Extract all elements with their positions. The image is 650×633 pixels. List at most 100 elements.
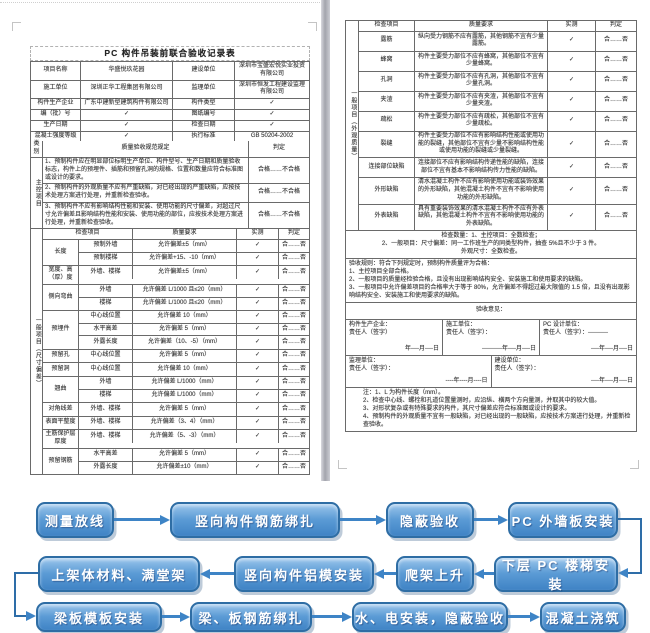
info-label: 检查日期 — [173, 120, 235, 131]
check-result: 合……否 — [281, 286, 306, 293]
arrow-left-icon — [200, 569, 210, 579]
check-group-label: 侧向弯曲 — [43, 284, 79, 311]
spec-item-row: 1、预制构件应在明显部位标明生产单位、构件型号、生产日期和质量验收标志，构件上的… — [43, 157, 309, 185]
signature-date: 年----月----日 — [405, 345, 439, 352]
rule-line: 3、一般项目中允许偏差项目的合格率大于等于 80%，允许偏差不得超过最大限值的 … — [349, 284, 630, 299]
check-measured: ✓ — [237, 363, 279, 377]
signature-person: 责任人（签字）： — [494, 366, 540, 373]
signature-org: 构件生产企业： — [349, 322, 392, 329]
check-measured: ✓ — [237, 323, 279, 336]
info-value: ✓ — [81, 131, 173, 142]
flow-step-climbing-frame: 爬架上升 — [396, 556, 474, 592]
flow-step-beam-slab-rebar: 梁、板钢筋绑扎 — [190, 602, 312, 632]
info-row: 混凝土强度等级 ✓ 执行标准 GB 50204-2002 — [31, 131, 309, 142]
defect-row: 外形缺陷 清水混凝土构件不应有影响使用功能或装饰效果的外形缺陷，其他混凝土构件不… — [359, 178, 636, 205]
defect-row: 连接部位缺陷 连接部位不应有影响结构传递性能的缺陷，连接部位不宜有基本不影响结构… — [359, 158, 636, 179]
signature-date: ----年----月----日 — [445, 377, 488, 384]
check-sub: 水平高差 — [79, 449, 133, 461]
flow-step-scaffold-materials: 上架体材料、满堂架 — [38, 556, 200, 592]
note-line: 2、检查中心线、螺栓和孔道位置量测时，应沿纵、横两个方向量测，并取其中的较大值。 — [363, 398, 601, 405]
check-group-rows: 水平高差 允许偏差 5（mm） ✓ 合……否 外露长度 允 — [79, 449, 309, 475]
check-group: 宽度、高（厚）度 外墙、楼梯 允许偏差±5（mm） ✓ 合……否 — [43, 266, 309, 285]
arrow-right-icon — [160, 515, 170, 525]
defect-req: 构件主要受力部位不应有孔洞，其他部位不宜有少量孔洞。 — [415, 71, 548, 91]
defect-row: 外表缺陷 具有重要装饰效果的清水混凝土构件不应有外表缺陷，其他混凝土构件不宜有不… — [359, 204, 636, 230]
check-sub: 外墙 — [79, 377, 133, 389]
check-sub: 预制外墙 — [79, 240, 133, 252]
check-measured: ✓ — [237, 284, 279, 297]
defect-item: 露筋 — [359, 31, 415, 51]
acceptance-rules-block: 验收规则：符合下列规定时，预制构件质量评为合格： 1、主控项目全部合格。 2、一般项… — [346, 259, 636, 304]
flow-step-hidden-acceptance: 隐蔽验收 — [386, 502, 474, 538]
signature-date: ----年----月----日 — [591, 377, 633, 384]
arrow-right-icon — [26, 611, 36, 621]
page2-table: 一般项目（外观质量） 检查项目 质量要求 实测 判定 露筋 纵向受力钢筋不应有 — [345, 20, 637, 433]
check-group: 翘曲 外墙 允许偏差 L/1000（mm） ✓ 合……否 — [43, 377, 309, 404]
check-row: 中心线位置 允许偏差 10（mm） ✓ 合……否 — [79, 311, 309, 324]
signature-cell: 监理单位： 责任人（签字）： ----年----月----日 — [346, 356, 492, 388]
arrow-right-icon — [376, 515, 386, 525]
arrow-left-icon — [474, 569, 484, 579]
spec-item-text: 1、预制构件应在明显部位标明生产单位、构件型号、生产日期和质量验收标志，构件上的… — [43, 157, 249, 184]
page2-header-req: 质量要求 — [415, 21, 548, 31]
flow-step-survey-layout: 测量放线 — [36, 502, 114, 538]
info-label: 混凝土强度等级 — [31, 131, 81, 142]
page1-info-rows: 项目名称 华盛悦玖花园 建设单位 深圳市宝盛宏悦实业投资有限公司 施工单位 深圳… — [31, 62, 309, 142]
info-value: 广东中建新型建筑构件有限公司 — [81, 99, 173, 109]
check-group-label: 预留洞 — [43, 363, 79, 377]
spec-col-label: 类别 — [31, 141, 43, 157]
check-group: 主筋保护层厚度 外墙、楼梯 允许偏差（5、-3）（mm） ✓ 合……否 — [43, 430, 309, 450]
defect-item: 外形缺陷 — [359, 178, 415, 204]
check-measured: ✓ — [237, 403, 279, 416]
check-section-label: 一般项目（尺寸偏差） — [31, 229, 43, 475]
check-group-label: 预留孔 — [43, 349, 79, 363]
defect-req: 具有重要装饰效果的清水混凝土构件不应有外表缺陷，其他混凝土构件不宜有不影响使用功… — [415, 204, 548, 230]
check-result: 合……否 — [281, 242, 306, 249]
defect-result: 合……否 — [603, 117, 628, 124]
check-result: 合……否 — [281, 338, 306, 345]
info-row: 生产日期 ✓ 检查日期 ✓ — [31, 120, 309, 132]
flow-step-pc-stair-install: 下层 PC 楼梯安装 — [494, 556, 618, 592]
flow-arrow — [162, 615, 180, 618]
flow-arrow — [484, 572, 494, 575]
defect-measured: ✓ — [548, 204, 596, 230]
check-measured: ✓ — [237, 252, 279, 266]
check-req: 允许偏差±5（mm） — [133, 266, 237, 279]
flow-elbow-connector — [16, 615, 28, 617]
defect-item: 蜂窝 — [359, 51, 415, 71]
rule-line: 验收规则：符合下列规定时，预制构件质量评为合格： — [349, 261, 494, 268]
check-measured: ✓ — [237, 389, 279, 403]
defect-result: 合……否 — [603, 186, 628, 193]
check-group-label: 预留钢筋 — [43, 449, 79, 475]
check-result: 合……否 — [281, 405, 306, 412]
check-row: 中心线位置 允许偏差 10（mm） ✓ 合……否 — [79, 363, 309, 377]
check-row: 外墙、楼梯 允许偏差（3、4）（mm） ✓ 合……否 — [79, 416, 309, 430]
info-value: 深圳市恒发工程建设监理有限公司 — [238, 81, 305, 96]
defect-row: 露筋 纵向受力钢筋不应有露筋，其他钢筋不宜有少量露筋。 ✓ 合……否 — [359, 31, 636, 52]
flow-step-beam-slab-formwork: 梁板模板安装 — [36, 602, 162, 632]
check-group-rows: 外墙、楼梯 允许偏差（5、-3）（mm） ✓ 合……否 — [79, 430, 309, 448]
check-req: 允许偏差±10（mm） — [133, 461, 237, 475]
check-result: 合……否 — [281, 255, 306, 262]
check-req: 允许偏差 5（mm） — [133, 323, 237, 336]
info-label: 编（批）号 — [31, 109, 81, 120]
check-sub: 外露长度 — [79, 336, 133, 349]
appearance-section-label: 一般项目（外观质量） — [346, 21, 359, 230]
note-line: 注：1、L 为构件长度（mm）。 — [363, 390, 445, 397]
signature-org: PC 设计单位： — [543, 322, 584, 329]
info-label: 生产日期 — [31, 120, 81, 131]
check-header-req: 质量要求 — [133, 229, 237, 240]
spec-item-text: 3、预制构件不应有影响结构性能和安装、使用功能的尺寸偏差，对超过尺寸允许偏差且影… — [43, 202, 249, 229]
check-sub: 预制楼梯 — [79, 252, 133, 266]
defect-req: 构件主要受力部位不应有夹渣，其他部位不宜有少量夹渣。 — [415, 91, 548, 111]
qty-line: 检查数量：1、主控项目：全数检查； — [441, 232, 541, 239]
arrow-left-icon — [618, 568, 628, 578]
check-sub: 外墙、楼梯 — [79, 416, 133, 430]
check-group-rows: 预制外墙 允许偏差±5（mm） ✓ 合……否 预制楼梯 允 — [79, 240, 309, 266]
check-result: 合……否 — [281, 392, 306, 399]
check-result: 合……否 — [281, 378, 306, 385]
flow-arrow — [210, 572, 234, 575]
flow-elbow-connector — [14, 572, 38, 574]
signature-row-1: 构件生产企业： 责任人（签字） 年----月----日 施工单位： 责任人（签字… — [346, 320, 636, 357]
check-result: 合……否 — [281, 268, 306, 275]
